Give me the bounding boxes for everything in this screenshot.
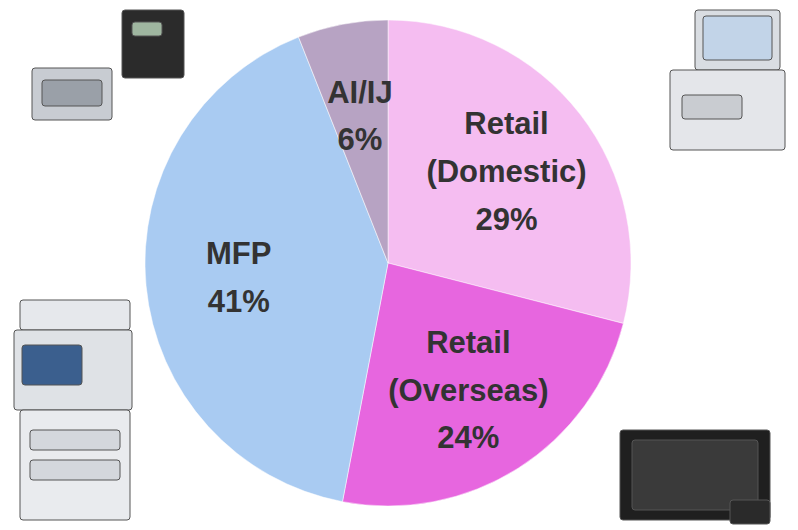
data-label: 41% (208, 284, 270, 319)
icon-part (30, 460, 120, 480)
icon-part (30, 430, 120, 450)
pie-slice (299, 20, 388, 263)
icon-part (682, 95, 742, 119)
labels: Retail(Domestic) 29% Retail(Overseas) 24% MF… (206, 74, 587, 455)
pos-terminal-icon (670, 10, 785, 150)
slice-label: MFP (206, 236, 271, 271)
pie (145, 20, 631, 506)
pie-slice (342, 263, 623, 506)
icon-part (132, 22, 162, 36)
slice-label: Retail(Domestic) (426, 106, 586, 189)
icon-part (703, 16, 772, 60)
icon-part (670, 70, 785, 150)
icon-part (695, 10, 780, 70)
icon-part (22, 345, 82, 385)
icon-part (730, 500, 770, 524)
icon-part (42, 80, 102, 106)
data-label: 6% (337, 122, 382, 157)
data-label: 29% (475, 202, 537, 237)
icon-part (20, 300, 130, 330)
mfp-icon (14, 300, 132, 520)
slice-label: Retail(Overseas) (388, 324, 548, 407)
icon-part (20, 410, 130, 520)
icon-part (122, 10, 184, 78)
touch-terminal-icon (620, 430, 770, 524)
label-printer-icon (32, 10, 184, 120)
icon-part (14, 330, 132, 410)
data-label: 24% (437, 420, 499, 455)
icon-part (32, 68, 112, 120)
chart: Retail(Domestic) 29% Retail(Overseas) 24% MF… (0, 0, 798, 530)
icons (14, 10, 785, 524)
slice-label: AI/IJ (327, 74, 392, 109)
